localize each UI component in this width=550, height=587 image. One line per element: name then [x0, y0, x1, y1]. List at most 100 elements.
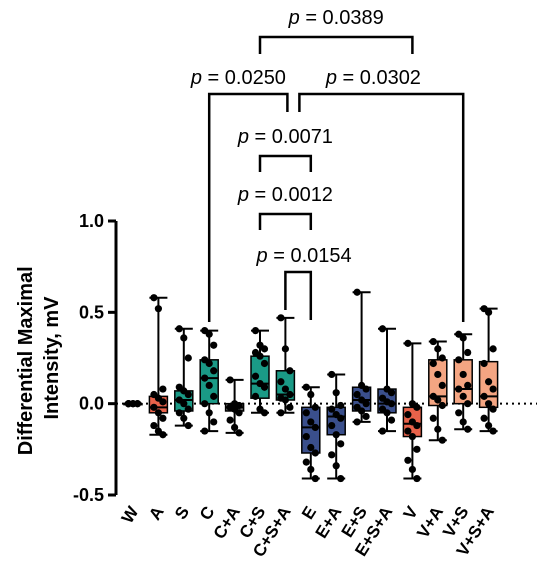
data-point [378, 427, 387, 435]
y-tick-label: 0.5 [79, 302, 104, 322]
data-point [175, 409, 183, 417]
data-point [311, 449, 319, 457]
p-value-label: p = 0.0154 [256, 245, 352, 267]
data-point [226, 416, 234, 424]
data-point [205, 409, 213, 417]
p-value-label: p = 0.0302 [325, 67, 421, 89]
data-point [387, 389, 396, 397]
data-point [205, 359, 213, 368]
data-point [201, 400, 209, 408]
data-point [438, 436, 446, 444]
data-point [489, 345, 497, 353]
data-point [480, 392, 488, 400]
data-point [184, 354, 192, 362]
data-point [455, 409, 463, 417]
data-point [459, 418, 467, 426]
data-point [260, 409, 269, 417]
category-labels: W A S CC+AC+SC+S+A EE+AE+SE+S+A VV+AV+SV+S+A [118, 502, 498, 560]
data-point [205, 330, 213, 338]
data-point [485, 400, 493, 408]
data-point [353, 288, 361, 296]
box-group-E+S+A [377, 325, 397, 435]
data-point [205, 381, 213, 389]
data-point [459, 370, 467, 379]
data-point [429, 414, 437, 422]
data-point [362, 412, 370, 421]
data-point [210, 367, 218, 375]
data-point [358, 407, 366, 415]
data-point [150, 294, 158, 302]
data-point [387, 416, 396, 424]
data-point [404, 427, 412, 435]
y-axis-title: Differential Maximal Intensity, mV [15, 261, 63, 456]
box-group-V+A [428, 337, 448, 444]
data-point [277, 314, 285, 322]
data-point [159, 431, 167, 439]
data-point [235, 429, 243, 437]
data-point [302, 458, 310, 466]
box-group-C+S+A [275, 314, 296, 417]
data-point [485, 308, 493, 316]
data-point [489, 427, 497, 435]
data-point [175, 325, 183, 333]
bracket-0302 [298, 92, 465, 322]
data-point [277, 378, 285, 386]
data-point [464, 425, 472, 433]
data-point [184, 421, 192, 430]
box-group-C+S [250, 327, 270, 417]
category-label: C+A [210, 503, 244, 542]
data-point [231, 423, 239, 432]
data-point [362, 385, 370, 393]
category-label: W [118, 502, 143, 526]
data-point [404, 339, 412, 347]
data-point [210, 341, 218, 349]
data-point [362, 400, 370, 408]
data-point [201, 374, 209, 382]
bracket-0012 [258, 212, 313, 230]
data-point [353, 418, 361, 426]
box-plot-layer [123, 288, 499, 483]
category-label: C [196, 503, 219, 523]
p-value-label: p = 0.0071 [237, 126, 333, 148]
data-point [459, 334, 467, 342]
data-point [455, 385, 463, 393]
data-point [328, 421, 336, 430]
data-point [150, 403, 158, 411]
data-point [159, 398, 167, 406]
data-point [434, 425, 442, 433]
box [301, 406, 321, 454]
data-point [180, 334, 188, 342]
data-point [459, 392, 467, 400]
data-point [328, 405, 336, 413]
data-point [226, 376, 234, 384]
data-point [307, 390, 315, 399]
data-point [438, 354, 446, 362]
bracket-0154 [284, 270, 313, 320]
data-point [332, 431, 340, 439]
data-point [307, 465, 315, 474]
data-point [302, 432, 310, 441]
y-axis: -0.5 0.0 0.5 1.0 [73, 211, 118, 505]
data-point [277, 409, 285, 417]
box-group-A [148, 294, 169, 439]
box-group-W [123, 400, 143, 408]
data-point [256, 352, 264, 360]
data-point [408, 432, 416, 441]
data-point [184, 390, 192, 399]
data-point [307, 443, 315, 452]
box-group-E+S [351, 288, 372, 426]
data-point [260, 383, 269, 391]
data-point [404, 411, 412, 419]
data-point [311, 423, 319, 432]
data-point [337, 440, 345, 448]
data-point [281, 396, 289, 404]
category-label: E [298, 503, 320, 523]
data-point [464, 400, 472, 408]
data-point [210, 392, 218, 400]
box-group-C+A [224, 376, 245, 437]
data-point [434, 345, 442, 353]
data-point [413, 421, 421, 430]
data-point [337, 474, 345, 483]
data-point [434, 396, 442, 404]
